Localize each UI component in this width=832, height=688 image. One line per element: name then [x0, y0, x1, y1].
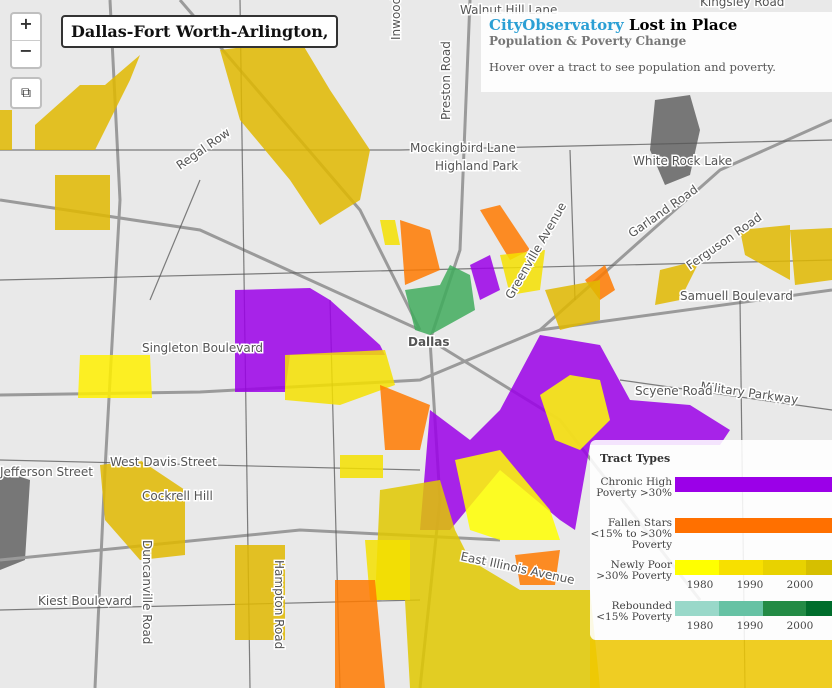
svg-text:West Davis Street: West Davis Street — [110, 455, 217, 469]
tract-newly-poor — [380, 220, 400, 245]
legend-year: 2000 — [786, 579, 814, 591]
svg-text:Preston Road: Preston Road — [439, 41, 453, 120]
tract-newly-poor — [365, 540, 410, 600]
svg-text:Hampton Road: Hampton Road — [272, 560, 286, 649]
legend-label: Chronic High Poverty >30% — [596, 476, 672, 499]
info-panel: CityObservatory Lost in Place Population… — [481, 12, 832, 92]
legend-swatch — [675, 518, 832, 533]
legend-label: Fallen Stars <15% to >30% Poverty — [590, 517, 673, 551]
tract-fallen-star — [400, 220, 440, 285]
tract-fallen-star — [380, 385, 430, 450]
tract-chronic — [470, 255, 500, 300]
svg-text:Duncanville Road: Duncanville Road — [140, 540, 154, 644]
tract-newly-poor — [655, 260, 700, 305]
tract-newly-poor — [285, 350, 395, 405]
tract-newly-poor — [545, 280, 600, 330]
info-subtitle: Population & Poverty Change — [489, 34, 687, 48]
svg-text:Kingsley Road: Kingsley Road — [700, 0, 784, 9]
legend: Tract Types Chronic High Poverty >30% Fa… — [590, 440, 832, 640]
tract-newly-poor — [220, 40, 370, 225]
tract-newly-poor — [340, 455, 383, 478]
svg-text:Jefferson Street: Jefferson Street — [0, 465, 93, 479]
svg-text:Kiest Boulevard: Kiest Boulevard — [38, 594, 132, 608]
tract-newly-poor — [375, 480, 600, 688]
zoom-in-button[interactable]: + — [19, 14, 33, 33]
tract-newly-poor — [455, 450, 560, 540]
svg-text:Dallas: Dallas — [408, 335, 450, 349]
svg-text:Singleton Boulevard: Singleton Boulevard — [142, 341, 263, 355]
tracts[interactable] — [0, 40, 832, 688]
tract-chronic — [235, 288, 385, 392]
tract-newly-poor — [500, 250, 545, 295]
tract-newly-poor — [590, 640, 832, 688]
svg-text:Highland Park: Highland Park — [435, 159, 518, 173]
svg-text:Mockingbird Lane: Mockingbird Lane — [410, 141, 516, 155]
svg-text:Cockrell Hill: Cockrell Hill — [142, 489, 213, 503]
tract-fallen-star — [480, 205, 530, 260]
tract-fallen-star — [335, 580, 385, 688]
svg-text:White Rock Lake: White Rock Lake — [633, 154, 732, 168]
legend-year: 1980 — [686, 579, 714, 591]
map-title: Dallas-Fort Worth-Arlington, — [61, 15, 339, 48]
legend-swatch — [675, 601, 832, 616]
app-name: Lost in Place — [628, 16, 738, 34]
tract-newly-poor — [100, 460, 185, 560]
legend-label: Newly Poor >30% Poverty — [596, 559, 672, 582]
tract-fallen-star — [515, 550, 560, 585]
tract-newly-poor — [55, 175, 110, 230]
legend-title: Tract Types — [600, 452, 671, 465]
water — [0, 95, 700, 570]
legend-swatch — [675, 560, 832, 575]
tract-newly-poor — [235, 545, 285, 640]
external-link-icon[interactable]: ⧉ — [10, 77, 42, 109]
zoom-control: + − — [10, 12, 42, 69]
legend-year: 1980 — [686, 620, 714, 632]
svg-text:Samuell Boulevard: Samuell Boulevard — [680, 289, 793, 303]
legend-year: 1990 — [736, 620, 764, 632]
tract-newly-poor — [78, 355, 152, 398]
legend-year: 2000 — [786, 620, 814, 632]
tract-newly-poor — [0, 110, 12, 150]
legend-year: 1990 — [736, 579, 764, 591]
info-hint: Hover over a tract to see population and… — [489, 60, 776, 74]
legend-label: Rebounded <15% Poverty — [596, 600, 672, 623]
legend-swatch — [675, 477, 832, 492]
zoom-out-button[interactable]: − — [12, 40, 40, 67]
tract-newly-poor — [540, 375, 610, 450]
tract-newly-poor — [740, 225, 790, 280]
svg-text:Inwood Road: Inwood Road — [389, 0, 403, 40]
tract-rebounded — [405, 265, 475, 335]
tract-newly-poor — [790, 228, 832, 285]
brand-name[interactable]: CityObservatory — [489, 16, 624, 34]
svg-text:Scyene Road: Scyene Road — [635, 384, 713, 398]
tract-newly-poor — [35, 55, 140, 150]
